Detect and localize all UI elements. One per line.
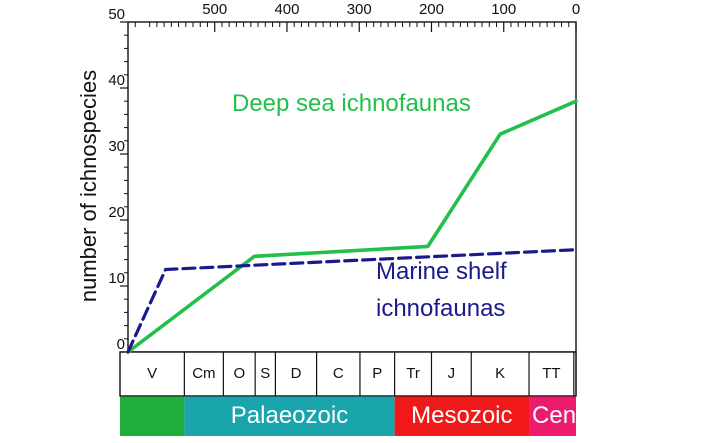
period-label-o: O	[233, 365, 245, 382]
marine-shelf-annotation-line-2: ichnofaunas	[376, 295, 505, 322]
period-label-k: K	[495, 365, 505, 382]
era-block	[184, 396, 395, 436]
x-tick-label: 100	[491, 1, 516, 18]
period-label-d: D	[291, 365, 302, 382]
period-label-cm: Cm	[192, 365, 215, 382]
x-tick-label: 400	[274, 1, 299, 18]
x-tick-label: 0	[572, 1, 580, 18]
era-label-mesozoic: Mesozoic	[411, 402, 512, 429]
period-label-j: J	[448, 365, 456, 382]
deep-sea-line	[126, 99, 578, 354]
period-label-tt: TT	[542, 365, 560, 382]
y-tick-label: 40	[108, 72, 125, 89]
x-tick-label: 500	[202, 1, 227, 18]
y-tick-label: 30	[108, 138, 125, 155]
marine-shelf-line	[126, 248, 578, 354]
x-ticks: 500 400 300 200 100 0	[134, 1, 580, 32]
marine-shelf-annotation-line-1: Marine shelf	[376, 258, 507, 285]
x-tick-label: 200	[419, 1, 444, 18]
y-tick-label: 50	[108, 6, 125, 23]
era-label-cen: Cen	[532, 402, 576, 429]
y-axis-label: number of ichnospecies	[76, 70, 101, 302]
era-block	[120, 396, 185, 436]
period-label-v: V	[147, 365, 157, 382]
period-label-c: C	[333, 365, 344, 382]
period-label-tr: Tr	[406, 365, 420, 382]
period-band: V Cm O S D C P Tr J K TT	[119, 351, 577, 397]
x-tick-label: 300	[347, 1, 372, 18]
period-label-p: P	[372, 365, 382, 382]
y-ticks: 0 10 20 30 40 50	[108, 6, 128, 353]
y-tick-label: 20	[108, 204, 125, 221]
era-block	[394, 396, 530, 436]
y-tick-label: 0	[117, 336, 125, 353]
y-tick-label: 10	[108, 270, 125, 287]
era-block	[529, 396, 576, 436]
period-label-s: S	[260, 365, 270, 382]
series-lines	[126, 99, 578, 354]
era-label-palaeozoic: Palaeozoic	[231, 402, 348, 429]
era-band: Palaeozoic Mesozoic Cen	[120, 395, 576, 436]
deep-sea-annotation: Deep sea ichnofaunas	[232, 90, 471, 117]
period-band-frame	[119, 351, 577, 397]
